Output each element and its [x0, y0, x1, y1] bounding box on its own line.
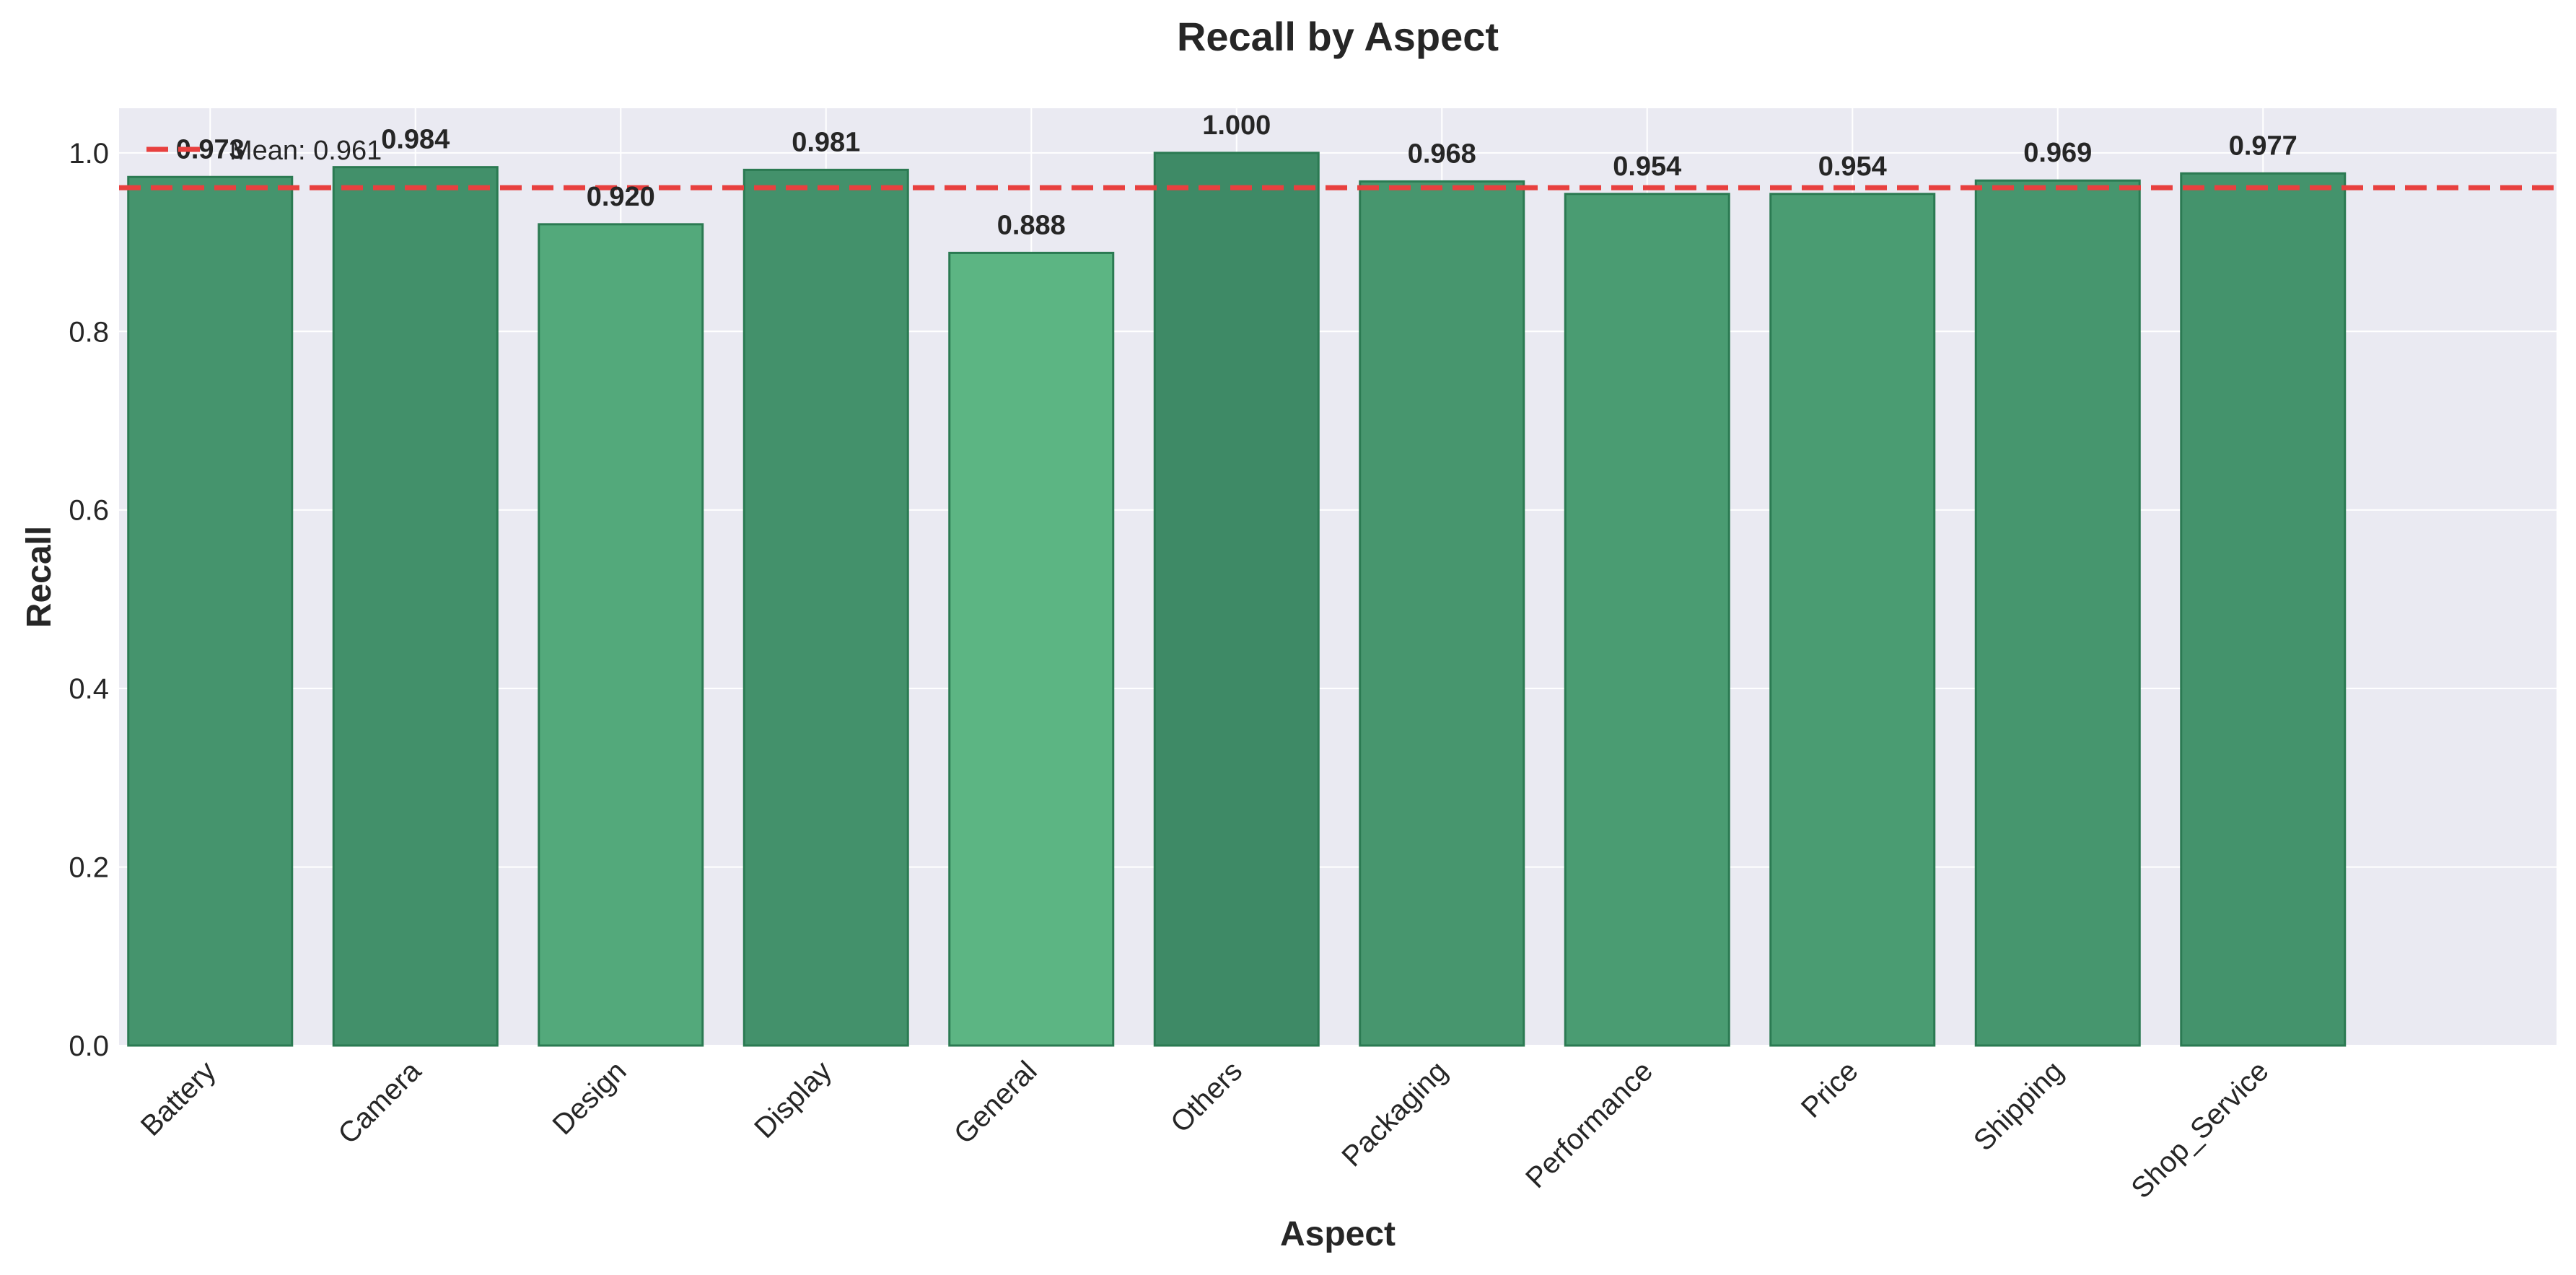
bar-general — [948, 251, 1115, 1047]
y-axis-ticks: 0.0 0.2 0.4 0.6 0.8 1.0 — [69, 138, 109, 1062]
y-tick-label: 0.8 — [69, 316, 109, 348]
data-label: 0.888 — [997, 210, 1066, 240]
data-label: 0.968 — [1408, 139, 1476, 169]
data-label: 0.954 — [1613, 152, 1681, 182]
y-tick-label: 0.2 — [69, 852, 109, 884]
data-label: 0.977 — [2229, 131, 2297, 161]
bar-battery — [127, 175, 294, 1047]
data-label: 0.969 — [2023, 138, 2092, 168]
x-axis-label: Aspect — [1280, 1215, 1396, 1253]
bar-display — [742, 168, 909, 1047]
y-tick-label: 0.0 — [69, 1030, 109, 1062]
data-label: 0.954 — [1818, 152, 1887, 182]
bar-performance — [1564, 193, 1730, 1047]
bar-shipping — [1974, 179, 2141, 1047]
data-label: 0.981 — [792, 127, 860, 157]
data-label: 0.920 — [587, 182, 655, 212]
legend-label-mean: Mean: 0.961 — [229, 136, 382, 166]
bar-shop_service — [2180, 172, 2347, 1047]
y-tick-label: 0.4 — [69, 673, 109, 705]
bars — [127, 152, 2347, 1047]
bar-design — [538, 223, 704, 1047]
bar-packaging — [1359, 180, 1525, 1047]
chart-title: Recall by Aspect — [1177, 14, 1499, 59]
data-label: 0.984 — [381, 125, 450, 155]
data-label: 1.000 — [1202, 110, 1271, 141]
y-tick-label: 0.6 — [69, 495, 109, 527]
plot-area — [119, 108, 2557, 1046]
legend: Mean: 0.961 — [146, 136, 382, 166]
bar-price — [1769, 193, 1936, 1047]
bar-others — [1153, 152, 1320, 1047]
bar-camera — [332, 166, 499, 1047]
y-axis-label: Recall — [20, 526, 58, 628]
y-tick-label: 1.0 — [69, 138, 109, 170]
